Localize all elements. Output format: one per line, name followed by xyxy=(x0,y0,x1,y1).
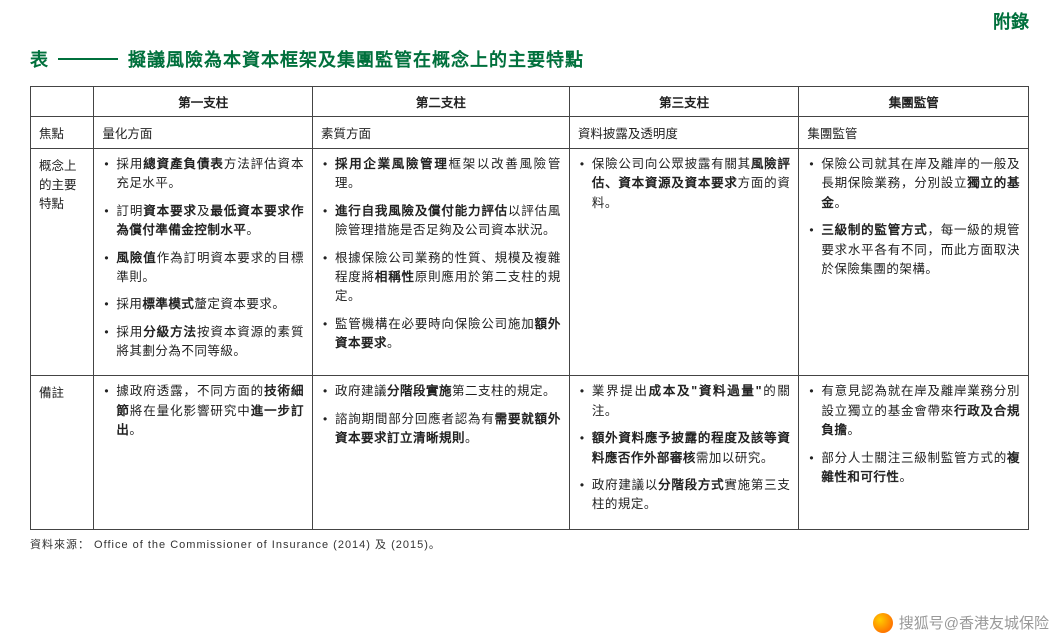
concept-c4: 保險公司就其在岸及離岸的一般及長期保險業務，分別設立獨立的基金。三級制的監管方式… xyxy=(799,149,1029,376)
list-item: 採用標準模式釐定資本要求。 xyxy=(102,295,304,314)
header-col3: 第三支柱 xyxy=(569,87,799,117)
header-col4: 集團監管 xyxy=(799,87,1029,117)
title-row: 表 擬議風險為本資本框架及集團監管在概念上的主要特點 xyxy=(30,46,1029,72)
remark-c3: 業界提出成本及"資料過量"的關注。額外資料應予披露的程度及該等資料應否作外部審核… xyxy=(569,376,799,529)
remark-c4: 有意見認為就在岸及離岸業務分別設立獨立的基金會帶來行政及合規負擔。部分人士關注三… xyxy=(799,376,1029,529)
list-item: 三級制的監管方式，每一級的規管要求水平各有不同，而此方面取決於保險集團的架構。 xyxy=(807,221,1020,279)
watermark: 搜狐号@香港友城保险 xyxy=(873,612,1049,633)
concept-c2: 採用企業風險管理框架以改善風險管理。進行自我風險及償付能力評估以評估風險管理措施… xyxy=(313,149,570,376)
list-item: 政府建議以分階段方式實施第三支柱的規定。 xyxy=(578,476,791,515)
list-item: 業界提出成本及"資料過量"的關注。 xyxy=(578,382,791,421)
concept-label: 概念上的主要特點 xyxy=(31,149,94,376)
title-dash xyxy=(58,58,118,60)
list-item: 諮詢期間部分回應者認為有需要就額外資本要求訂立清晰規則。 xyxy=(321,410,561,449)
focus-c2: 素質方面 xyxy=(313,117,570,149)
list-item: 額外資料應予披露的程度及該等資料應否作外部審核需加以研究。 xyxy=(578,429,791,468)
focus-c3: 資料披露及透明度 xyxy=(569,117,799,149)
list-item: 據政府透露，不同方面的技術細節將在量化影響研究中進一步訂出。 xyxy=(102,382,304,440)
header-row: 第一支柱 第二支柱 第三支柱 集團監管 xyxy=(31,87,1029,117)
list-item: 政府建議分階段實施第二支柱的規定。 xyxy=(321,382,561,401)
remark-row: 備註 據政府透露，不同方面的技術細節將在量化影響研究中進一步訂出。 政府建議分階… xyxy=(31,376,1029,529)
header-col1: 第一支柱 xyxy=(94,87,313,117)
title-text: 擬議風險為本資本框架及集團監管在概念上的主要特點 xyxy=(128,46,584,72)
focus-label: 焦點 xyxy=(31,117,94,149)
header-blank xyxy=(31,87,94,117)
list-item: 根據保險公司業務的性質、規模及複雜程度將相稱性原則應用於第二支柱的規定。 xyxy=(321,249,561,307)
title-prefix: 表 xyxy=(30,46,48,72)
watermark-text: 搜狐号@香港友城保险 xyxy=(899,612,1049,633)
list-item: 保險公司就其在岸及離岸的一般及長期保險業務，分別設立獨立的基金。 xyxy=(807,155,1020,213)
list-item: 訂明資本要求及最低資本要求作為償付準備金控制水平。 xyxy=(102,202,304,241)
concept-c1: 採用總資產負債表方法評估資本充足水平。訂明資本要求及最低資本要求作為償付準備金控… xyxy=(94,149,313,376)
header-col2: 第二支柱 xyxy=(313,87,570,117)
list-item: 部分人士關注三級制監管方式的複雜性和可行性。 xyxy=(807,449,1020,488)
focus-c4: 集團監管 xyxy=(799,117,1029,149)
source-text: 資料來源： Office of the Commissioner of Insu… xyxy=(30,536,1029,552)
appendix-label: 附錄 xyxy=(993,8,1029,34)
main-table: 第一支柱 第二支柱 第三支柱 集團監管 焦點 量化方面 素質方面 資料披露及透明… xyxy=(30,86,1029,530)
concept-row: 概念上的主要特點 採用總資產負債表方法評估資本充足水平。訂明資本要求及最低資本要… xyxy=(31,149,1029,376)
list-item: 採用企業風險管理框架以改善風險管理。 xyxy=(321,155,561,194)
concept-c3: 保險公司向公眾披露有關其風險評估、資本資源及資本要求方面的資料。 xyxy=(569,149,799,376)
list-item: 有意見認為就在岸及離岸業務分別設立獨立的基金會帶來行政及合規負擔。 xyxy=(807,382,1020,440)
sohu-icon xyxy=(873,613,893,633)
list-item: 風險值作為訂明資本要求的目標準則。 xyxy=(102,249,304,288)
list-item: 進行自我風險及償付能力評估以評估風險管理措施是否足夠及公司資本狀況。 xyxy=(321,202,561,241)
list-item: 採用分級方法按資本資源的素質將其劃分為不同等級。 xyxy=(102,323,304,362)
list-item: 保險公司向公眾披露有關其風險評估、資本資源及資本要求方面的資料。 xyxy=(578,155,791,213)
focus-row: 焦點 量化方面 素質方面 資料披露及透明度 集團監管 xyxy=(31,117,1029,149)
remark-c1: 據政府透露，不同方面的技術細節將在量化影響研究中進一步訂出。 xyxy=(94,376,313,529)
remark-c2: 政府建議分階段實施第二支柱的規定。諮詢期間部分回應者認為有需要就額外資本要求訂立… xyxy=(313,376,570,529)
focus-c1: 量化方面 xyxy=(94,117,313,149)
list-item: 採用總資產負債表方法評估資本充足水平。 xyxy=(102,155,304,194)
list-item: 監管機構在必要時向保險公司施加額外資本要求。 xyxy=(321,315,561,354)
remark-label: 備註 xyxy=(31,376,94,529)
